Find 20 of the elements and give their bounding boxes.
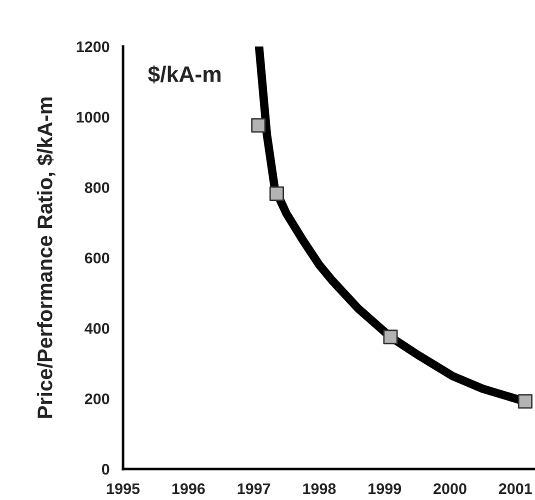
- y-tick-label: 0: [102, 464, 110, 475]
- y-tick-label: 400: [84, 323, 110, 334]
- x-tick-label: 1995: [107, 483, 140, 494]
- point: [383, 330, 398, 344]
- x-tick-label: 1998: [303, 483, 336, 494]
- x-tick-label: 2000: [434, 483, 466, 494]
- x-tick-label: 1997: [238, 483, 270, 494]
- y-tick-label: 1000: [76, 112, 110, 123]
- y-axis-title: Price/Performance Ratio, $/kA-m: [36, 98, 56, 418]
- y-tick-label: 200: [84, 393, 110, 404]
- point: [251, 118, 266, 133]
- x-tick-label: 2001: [498, 483, 532, 494]
- annotation: $/kA-m: [148, 65, 220, 84]
- point: [518, 394, 532, 409]
- x-tick-label: 1999: [368, 483, 402, 494]
- point: [269, 186, 284, 201]
- x-tick-label: 1996: [172, 483, 205, 494]
- y-tick-label: 1200: [76, 41, 110, 52]
- y-tick-label: 600: [84, 252, 110, 264]
- y-tick-label: 800: [84, 182, 110, 194]
